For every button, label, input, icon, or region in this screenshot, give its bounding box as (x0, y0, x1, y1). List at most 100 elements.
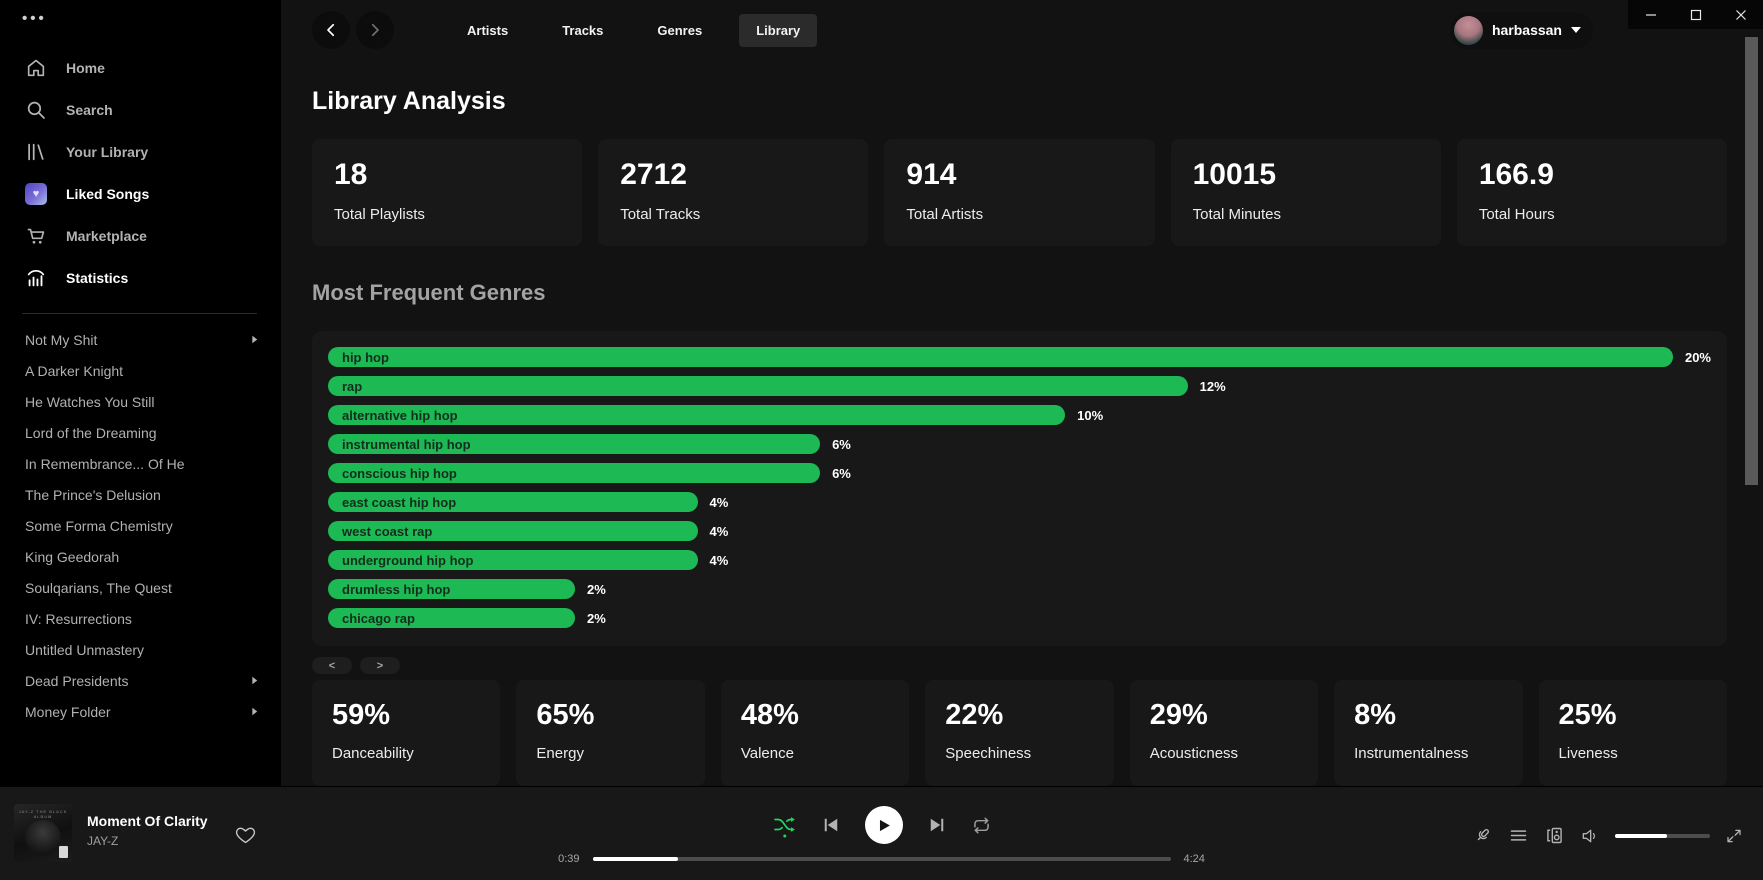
genres-heading: Most Frequent Genres (312, 280, 546, 305)
chevron-right-icon (248, 674, 261, 687)
tab-artists[interactable]: Artists (467, 22, 509, 38)
stat-label: Total Playlists (334, 206, 425, 223)
like-button[interactable] (235, 825, 256, 844)
library-icon (25, 141, 47, 163)
sidebar: ••• Home Search Your Library ♥ Liked Songs Ma… (0, 0, 281, 787)
playlist-item-soulqarians-the-quest[interactable]: Soulqarians, The Quest (0, 572, 281, 603)
genre-bar-value: 2% (587, 610, 606, 626)
maximize-button[interactable] (1673, 0, 1718, 29)
repeat-button[interactable] (971, 815, 992, 836)
playlist-item-money-folder[interactable]: Money Folder (0, 696, 281, 727)
playlist-name: Untitled Unmastery (25, 641, 145, 658)
back-button[interactable] (312, 11, 350, 49)
stats-icon (25, 267, 47, 289)
sidebar-item-statistics[interactable]: Statistics (0, 257, 281, 299)
elapsed-time: 0:39 (558, 853, 580, 865)
playlist-item-he-watches-you-still[interactable]: He Watches You Still (0, 386, 281, 417)
sidebar-item-your-library[interactable]: Your Library (0, 131, 281, 173)
sidebar-item-label: Search (66, 102, 113, 118)
playlist-item-some-forma-chemistry[interactable]: Some Forma Chemistry (0, 510, 281, 541)
track-title[interactable]: Moment Of Clarity (87, 813, 208, 829)
previous-button[interactable] (821, 815, 841, 835)
play-icon (879, 819, 890, 831)
feature-label: Valence (740, 745, 794, 762)
playlist-item-king-geedorah[interactable]: King Geedorah (0, 541, 281, 572)
next-page-button[interactable]: > (360, 657, 400, 674)
volume-slider[interactable] (1615, 833, 1710, 838)
feature-card-energy: 65% Energy (516, 680, 705, 786)
stat-value: 166.9 (1478, 158, 1554, 191)
playlist-item-dead-presidents[interactable]: Dead Presidents (0, 665, 281, 696)
playlist-item-iv-resurrections[interactable]: IV: Resurrections (0, 603, 281, 634)
mute-button[interactable] (1580, 826, 1600, 846)
playlist-item-the-prince-s-delusion[interactable]: The Prince's Delusion (0, 479, 281, 510)
chevron-right-icon (248, 333, 261, 346)
now-playing: JAY-Z THE BLACK ALBUM Moment Of Clarity … (14, 804, 256, 862)
playlist-item-not-my-shit[interactable]: Not My Shit (0, 324, 281, 355)
progress-bar[interactable] (592, 857, 1171, 861)
player-right-controls (1472, 825, 1743, 846)
window-controls (1628, 0, 1763, 29)
genre-bar-label: rap (342, 378, 363, 394)
search-icon (25, 99, 47, 121)
caret-down-icon (1571, 27, 1581, 33)
genre-bar-value: 6% (832, 436, 851, 452)
home-icon (25, 57, 47, 79)
feature-card-valence: 48% Valence (720, 680, 910, 786)
user-menu[interactable]: harbassan (1449, 11, 1593, 49)
genre-bar-value: 6% (832, 465, 851, 481)
user-name: harbassan (1491, 22, 1562, 38)
stat-card-total-artists: 914 Total Artists (884, 139, 1155, 246)
forward-button[interactable] (356, 11, 394, 49)
sidebar-item-liked-songs[interactable]: ♥ Liked Songs (0, 173, 281, 215)
genre-bar-row: hip hop 20% (328, 347, 1711, 367)
shuffle-button[interactable] (772, 813, 797, 838)
genre-bar-row: rap 12% (328, 376, 1711, 396)
scrollbar-thumb[interactable] (1745, 37, 1758, 485)
heart-icon (235, 827, 255, 844)
close-button[interactable] (1718, 0, 1763, 29)
playlist-item-a-darker-knight[interactable]: A Darker Knight (0, 355, 281, 386)
genre-bar-hip-hop: hip hop (328, 347, 1673, 367)
genre-bar-instrumental-hip-hop: instrumental hip hop (328, 434, 821, 454)
tab-tracks[interactable]: Tracks (562, 22, 604, 38)
app-menu-dots-icon[interactable]: ••• (22, 10, 47, 27)
playlist-name: IV: Resurrections (25, 610, 132, 627)
chevron-right-icon (371, 23, 379, 37)
prev-page-button[interactable]: < (312, 657, 352, 674)
avatar (1453, 15, 1483, 45)
minimize-icon (1645, 13, 1656, 16)
shuffle-icon (773, 816, 795, 837)
genre-bar-row: underground hip hop 4% (328, 550, 1711, 570)
play-button[interactable] (864, 806, 903, 844)
genre-bar-value: 4% (709, 494, 729, 510)
playback-controls (772, 806, 992, 844)
connect-device-button[interactable] (1544, 825, 1565, 846)
playlist-item-lord-of-the-dreaming[interactable]: Lord of the Dreaming (0, 417, 281, 448)
tab-genres[interactable]: Genres (657, 22, 703, 38)
sidebar-item-home[interactable]: Home (0, 47, 281, 89)
tab-library[interactable]: Library (739, 13, 818, 47)
next-button[interactable] (927, 815, 947, 835)
genre-bar-chart: hip hop 20% rap 12% alternative hip hop 10% in… (312, 331, 1727, 646)
sidebar-item-marketplace[interactable]: Marketplace (0, 215, 281, 257)
genre-bar-label: hip hop (342, 349, 389, 365)
playlist-name: Dead Presidents (25, 672, 129, 689)
minimize-button[interactable] (1628, 0, 1673, 29)
queue-icon (1510, 830, 1527, 841)
lyrics-button[interactable] (1472, 825, 1493, 846)
queue-button[interactable] (1508, 825, 1529, 846)
genre-bar-value: 10% (1077, 407, 1104, 423)
feature-label: Danceability (332, 745, 414, 762)
playlist-item-in-remembrance-of-he[interactable]: In Remembrance... Of He (0, 448, 281, 479)
feature-label: Acousticness (1149, 745, 1239, 762)
stat-card-total-tracks: 2712 Total Tracks (598, 139, 869, 246)
feature-label: Instrumentalness (1354, 745, 1469, 762)
track-artist[interactable]: JAY-Z (87, 834, 119, 848)
genre-bar-label: underground hip hop (342, 552, 474, 568)
playlist-item-untitled-unmastery[interactable]: Untitled Unmastery (0, 634, 281, 665)
total-time: 4:24 (1183, 853, 1205, 865)
fullscreen-icon (1727, 829, 1741, 842)
fullscreen-button[interactable] (1725, 827, 1743, 845)
sidebar-item-search[interactable]: Search (0, 89, 281, 131)
